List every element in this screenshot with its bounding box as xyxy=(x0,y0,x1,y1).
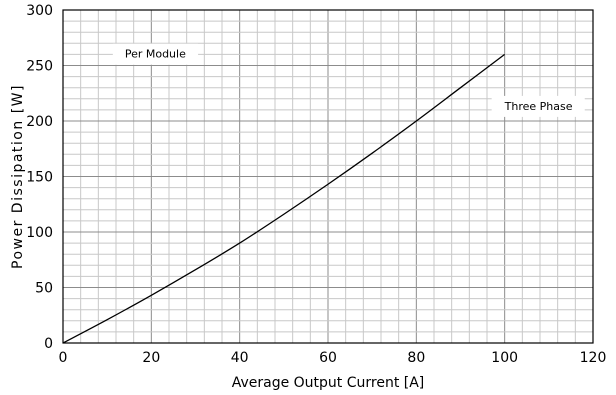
y-tick-label: 250 xyxy=(26,59,53,75)
x-tick-label: 80 xyxy=(407,350,425,366)
y-tick-label: 100 xyxy=(26,225,53,241)
y-tick-label: 150 xyxy=(26,170,53,186)
y-tick-label: 300 xyxy=(26,3,53,19)
x-tick-label: 120 xyxy=(580,350,607,366)
x-tick-labels: 0 20 40 60 80 100 120 xyxy=(59,350,607,366)
annotation-background xyxy=(491,95,585,117)
x-axis-label: Average Output Current [A] xyxy=(232,375,425,391)
axes xyxy=(62,9,594,344)
x-tick-label: 100 xyxy=(491,350,518,366)
y-tick-label: 200 xyxy=(26,114,53,130)
annotation-background xyxy=(112,43,199,65)
y-tick-label: 50 xyxy=(35,281,53,297)
series-line xyxy=(62,53,506,344)
annotations: Per Module Three Phase xyxy=(112,43,585,117)
x-tick-label: 40 xyxy=(231,350,249,366)
annotation-three-phase: Three Phase xyxy=(504,100,573,113)
grid xyxy=(62,9,594,344)
x-tick-label: 20 xyxy=(142,350,160,366)
annotation-per-module: Per Module xyxy=(125,48,186,61)
series-layer xyxy=(62,53,506,344)
y-axis-label: Power Dissipation [W] xyxy=(10,84,26,269)
plot-frame xyxy=(62,9,594,344)
x-tick-label: 60 xyxy=(319,350,337,366)
x-tick-label: 0 xyxy=(59,350,68,366)
y-tick-label: 0 xyxy=(44,336,53,352)
y-tick-labels: 0 50 100 150 200 250 300 xyxy=(26,3,53,352)
